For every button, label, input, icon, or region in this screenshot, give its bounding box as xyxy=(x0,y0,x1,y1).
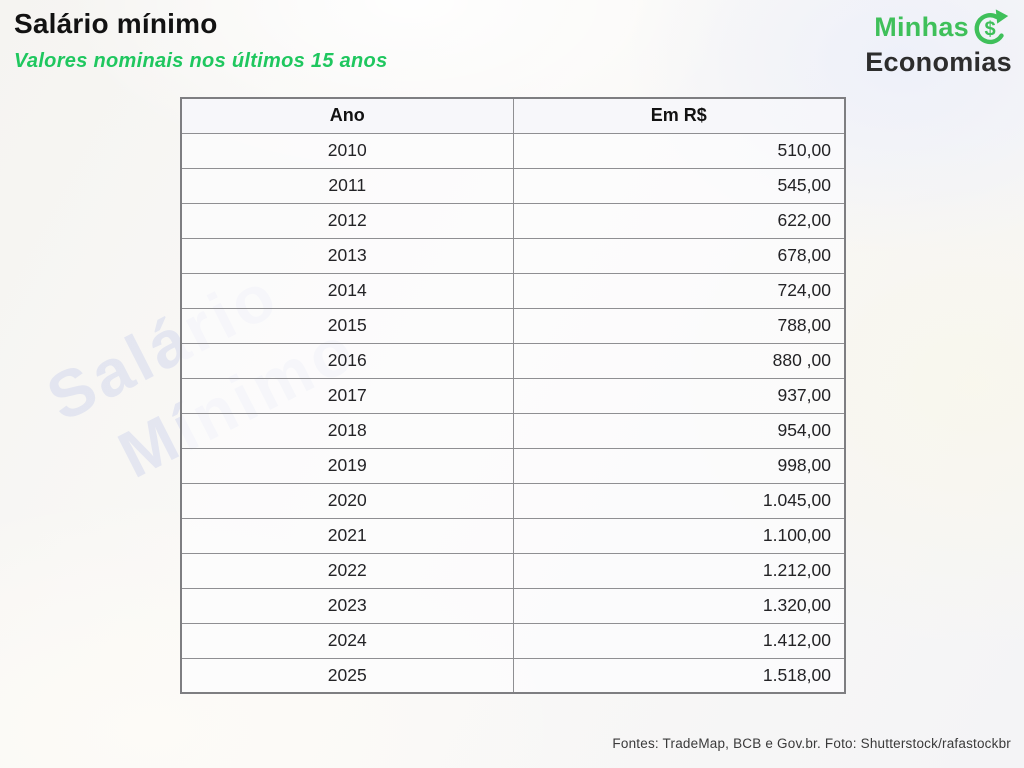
salary-table: Ano Em R$ 2010 510,00 2011 545,00 2012 622,… xyxy=(180,97,846,694)
value-cell: 998,00 xyxy=(512,447,846,484)
value-cell: 1.045,00 xyxy=(512,482,846,519)
year-cell: 2021 xyxy=(180,517,514,554)
year-cell: 2017 xyxy=(180,377,514,414)
table-row: 2017 937,00 xyxy=(180,377,846,414)
year-cell: 2014 xyxy=(180,272,514,309)
value-cell: 880 ,00 xyxy=(512,342,846,379)
table-row: 2023 1.320,00 xyxy=(180,587,846,624)
table-row: 2015 788,00 xyxy=(180,307,846,344)
table-row: 2025 1.518,00 xyxy=(180,657,846,694)
dollar-cycle-icon: $ xyxy=(970,6,1012,48)
page-title: Salário mínimo xyxy=(14,8,218,39)
year-cell: 2013 xyxy=(180,237,514,274)
year-cell: 2018 xyxy=(180,412,514,449)
value-cell: 1.212,00 xyxy=(512,552,846,589)
column-header-valor: Em R$ xyxy=(512,97,846,134)
value-cell: 788,00 xyxy=(512,307,846,344)
year-cell: 2015 xyxy=(180,307,514,344)
brand-logo: Minhas $ Economias xyxy=(865,6,1012,76)
value-cell: 724,00 xyxy=(512,272,846,309)
logo-line1: Minhas $ xyxy=(874,6,1012,48)
year-cell: 2023 xyxy=(180,587,514,624)
year-cell: 2016 xyxy=(180,342,514,379)
value-cell: 1.320,00 xyxy=(512,587,846,624)
year-cell: 2012 xyxy=(180,202,514,239)
table-row: 2024 1.412,00 xyxy=(180,622,846,659)
year-cell: 2022 xyxy=(180,552,514,589)
value-cell: 1.100,00 xyxy=(512,517,846,554)
column-header-ano: Ano xyxy=(180,97,514,134)
value-cell: 1.518,00 xyxy=(512,657,846,694)
logo-text-economias: Economias xyxy=(865,47,1012,77)
value-cell: 1.412,00 xyxy=(512,622,846,659)
value-cell: 545,00 xyxy=(512,167,846,204)
svg-text:$: $ xyxy=(984,19,995,41)
table-row: 2013 678,00 xyxy=(180,237,846,274)
footer-credits: Fontes: TradeMap, BCB e Gov.br. Foto: Sh… xyxy=(612,736,1011,751)
table-row: 2016 880 ,00 xyxy=(180,342,846,379)
value-cell: 954,00 xyxy=(512,412,846,449)
table-row: 2012 622,00 xyxy=(180,202,846,239)
table-row: 2022 1.212,00 xyxy=(180,552,846,589)
table-row: 2010 510,00 xyxy=(180,132,846,169)
table-row: 2020 1.045,00 xyxy=(180,482,846,519)
table-row: 2019 998,00 xyxy=(180,447,846,484)
year-cell: 2024 xyxy=(180,622,514,659)
table-row: 2014 724,00 xyxy=(180,272,846,309)
value-cell: 937,00 xyxy=(512,377,846,414)
year-cell: 2025 xyxy=(180,657,514,694)
table-header-row: Ano Em R$ xyxy=(180,97,846,134)
value-cell: 678,00 xyxy=(512,237,846,274)
logo-text-minhas: Minhas xyxy=(874,11,969,42)
page-subtitle: Valores nominais nos últimos 15 anos xyxy=(14,50,388,72)
table-row: 2011 545,00 xyxy=(180,167,846,204)
year-cell: 2019 xyxy=(180,447,514,484)
value-cell: 622,00 xyxy=(512,202,846,239)
table-row: 2021 1.100,00 xyxy=(180,517,846,554)
value-cell: 510,00 xyxy=(512,132,846,169)
year-cell: 2011 xyxy=(180,167,514,204)
table-row: 2018 954,00 xyxy=(180,412,846,449)
year-cell: 2010 xyxy=(180,132,514,169)
year-cell: 2020 xyxy=(180,482,514,519)
